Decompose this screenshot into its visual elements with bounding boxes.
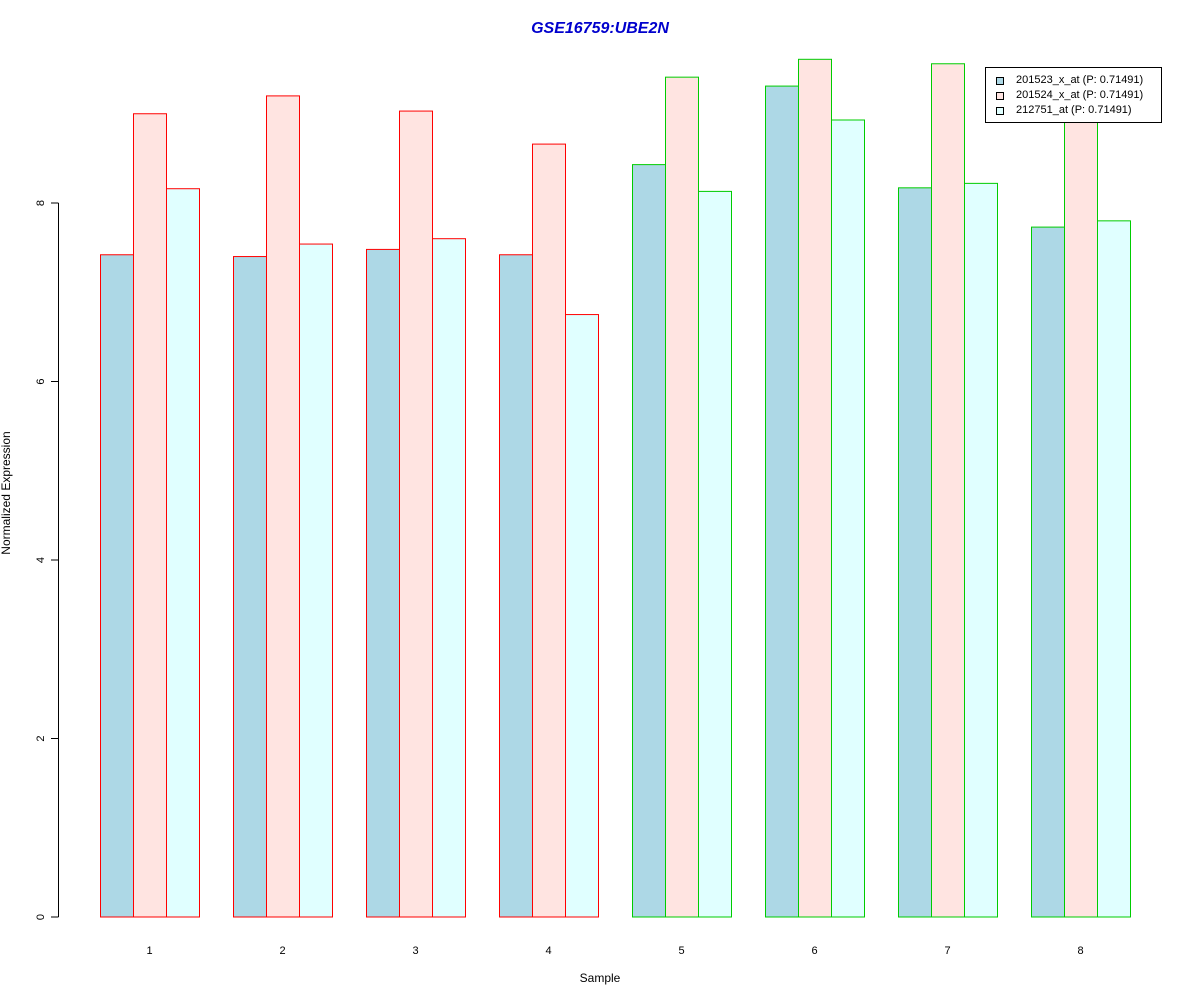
bar-sample-8-series-2: [1064, 113, 1098, 918]
legend-swatch-2: [996, 92, 1004, 100]
bar-sample-8-series-1: [1031, 226, 1065, 918]
y-tick-label: 2: [35, 735, 47, 741]
bar-sample-2-series-2: [266, 95, 300, 918]
bar-sample-4-series-3: [565, 314, 599, 918]
bar-sample-1-series-2: [133, 113, 167, 918]
bar-sample-7-series-3: [964, 182, 998, 918]
y-tick-label: 8: [35, 200, 47, 206]
x-tick-label: 1: [146, 945, 152, 957]
y-axis-label: Normalized Expression: [0, 431, 13, 555]
x-axis-label: Sample: [579, 971, 621, 985]
bar-sample-1-series-1: [100, 254, 134, 918]
legend-label: 212751_at (P: 0.71491): [1016, 104, 1132, 116]
bar-sample-3-series-3: [432, 238, 466, 918]
x-tick-label: 6: [811, 945, 817, 957]
x-tick-label: 2: [279, 945, 285, 957]
bar-sample-5-series-2: [665, 76, 699, 918]
x-axis-tick-labels: 1 2 3 4 5 6 7 8: [146, 945, 1083, 957]
legend: 201523_x_at (P: 0.71491) 201524_x_at (P:…: [985, 67, 1162, 123]
y-tick-label: 4: [35, 557, 47, 563]
bar-sample-6-series-2: [798, 58, 832, 918]
x-tick-label: 7: [944, 945, 950, 957]
bars-group: [100, 58, 1131, 918]
bar-sample-3-series-1: [366, 248, 400, 918]
legend-label: 201523_x_at (P: 0.71491): [1016, 74, 1144, 86]
bar-sample-2-series-1: [233, 256, 267, 918]
y-axis: 0 2 4 6 8: [35, 200, 59, 920]
legend-label: 201524_x_at (P: 0.71491): [1016, 89, 1144, 101]
x-tick-label: 4: [545, 945, 551, 957]
bar-sample-4-series-2: [532, 143, 566, 918]
bar-sample-5-series-1: [632, 164, 666, 918]
x-tick-label: 5: [678, 945, 684, 957]
bar-sample-1-series-3: [166, 188, 200, 918]
bar-sample-7-series-1: [898, 187, 932, 918]
chart-title: GSE16759:UBE2N: [531, 20, 669, 37]
bar-sample-6-series-3: [831, 119, 865, 918]
legend-swatch-1: [996, 77, 1004, 85]
y-tick-label: 0: [35, 914, 47, 920]
bar-sample-2-series-3: [299, 243, 333, 918]
y-tick-label: 6: [35, 378, 47, 384]
bar-sample-7-series-2: [931, 63, 965, 918]
bar-sample-4-series-1: [499, 254, 533, 918]
bar-sample-6-series-1: [765, 85, 799, 918]
bar-sample-3-series-2: [399, 110, 433, 918]
legend-swatch-3: [996, 107, 1004, 115]
bar-sample-8-series-3: [1097, 220, 1131, 918]
x-tick-label: 3: [412, 945, 418, 957]
bar-sample-5-series-3: [698, 190, 732, 918]
x-tick-label: 8: [1077, 945, 1083, 957]
